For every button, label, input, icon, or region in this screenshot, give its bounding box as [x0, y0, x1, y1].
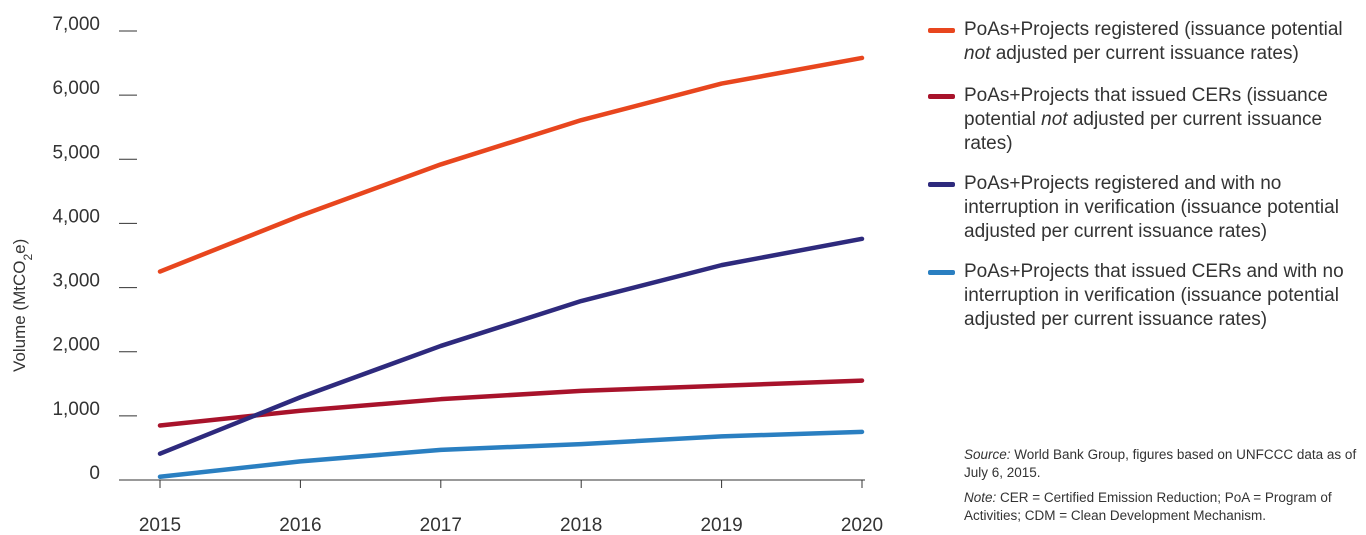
- y-tick-label: 7,000: [52, 14, 100, 35]
- line-chart: 0 1,000 2,000 3,000 4,000 5,000 6,000 7,000 201…: [10, 14, 883, 535]
- legend-text: PoAs+Projects registered and with no int…: [964, 173, 1339, 242]
- legend-text: PoAs+Projects that issued CERs and with …: [964, 261, 1344, 330]
- legend-swatch-red: [928, 94, 955, 99]
- y-axis-title: Volume (MtCO2e): [10, 239, 35, 372]
- x-tick-label: 2020: [841, 515, 883, 535]
- series-line-1: [157, 55, 865, 274]
- legend-text: adjusted per current issuance rates): [990, 43, 1299, 64]
- x-tick-label: 2019: [700, 515, 742, 535]
- legend-text: adjusted per current issuance rates): [964, 109, 1323, 154]
- legend-emphasis: not: [964, 43, 991, 64]
- legend-item-issued: PoAs+Projects that issued CERs (issuance…: [928, 84, 1364, 156]
- legend-emphasis: not: [1041, 109, 1068, 130]
- chart-legend: PoAs+Projects registered (issuance poten…: [928, 18, 1364, 348]
- y-tick-label: 5,000: [52, 142, 100, 163]
- x-tick-label: 2016: [279, 515, 321, 535]
- x-tick-label: 2018: [560, 515, 602, 535]
- x-axis: 2015 2016 2017 2018 2019 2020: [119, 479, 883, 535]
- legend-swatch-navy: [928, 182, 955, 187]
- y-axis: 0 1,000 2,000 3,000 4,000 5,000 6,000 7,000: [52, 14, 137, 484]
- y-tick-label: 3,000: [52, 271, 100, 292]
- y-tick-label: 4,000: [52, 206, 100, 227]
- y-tick-label: 2,000: [52, 335, 100, 356]
- definitions-note: Note: CER = Certified Emission Reduction…: [964, 489, 1364, 525]
- source-note: Source: World Bank Group, figures based …: [964, 446, 1364, 482]
- y-tick-label: 1,000: [52, 399, 100, 420]
- legend-swatch-blue: [928, 270, 955, 275]
- y-tick-label: 0: [89, 463, 100, 484]
- series-line-2: [157, 378, 865, 428]
- x-tick-label: 2017: [420, 515, 462, 535]
- legend-swatch-orange: [928, 28, 955, 33]
- series-lines: [157, 55, 865, 480]
- source-lead: Source:: [964, 447, 1011, 462]
- legend-text: PoAs+Projects that issued CERs (issuance…: [964, 85, 1328, 130]
- legend-item-registered: PoAs+Projects registered (issuance poten…: [928, 18, 1364, 66]
- legend-item-registered-no-interruption: PoAs+Projects registered and with no int…: [928, 172, 1364, 244]
- series-line-4: [157, 429, 865, 480]
- note-text: CER = Certified Emission Reduction; PoA …: [964, 490, 1332, 523]
- series-line-3: [157, 236, 865, 456]
- x-tick-label: 2015: [139, 515, 181, 535]
- legend-item-issued-no-interruption: PoAs+Projects that issued CERs and with …: [928, 260, 1364, 332]
- note-lead: Note:: [964, 490, 997, 505]
- chart-notes: Source: World Bank Group, figures based …: [964, 446, 1364, 532]
- source-text: World Bank Group, figures based on UNFCC…: [964, 447, 1357, 480]
- y-tick-label: 6,000: [52, 78, 100, 99]
- legend-text: PoAs+Projects registered (issuance poten…: [964, 19, 1343, 40]
